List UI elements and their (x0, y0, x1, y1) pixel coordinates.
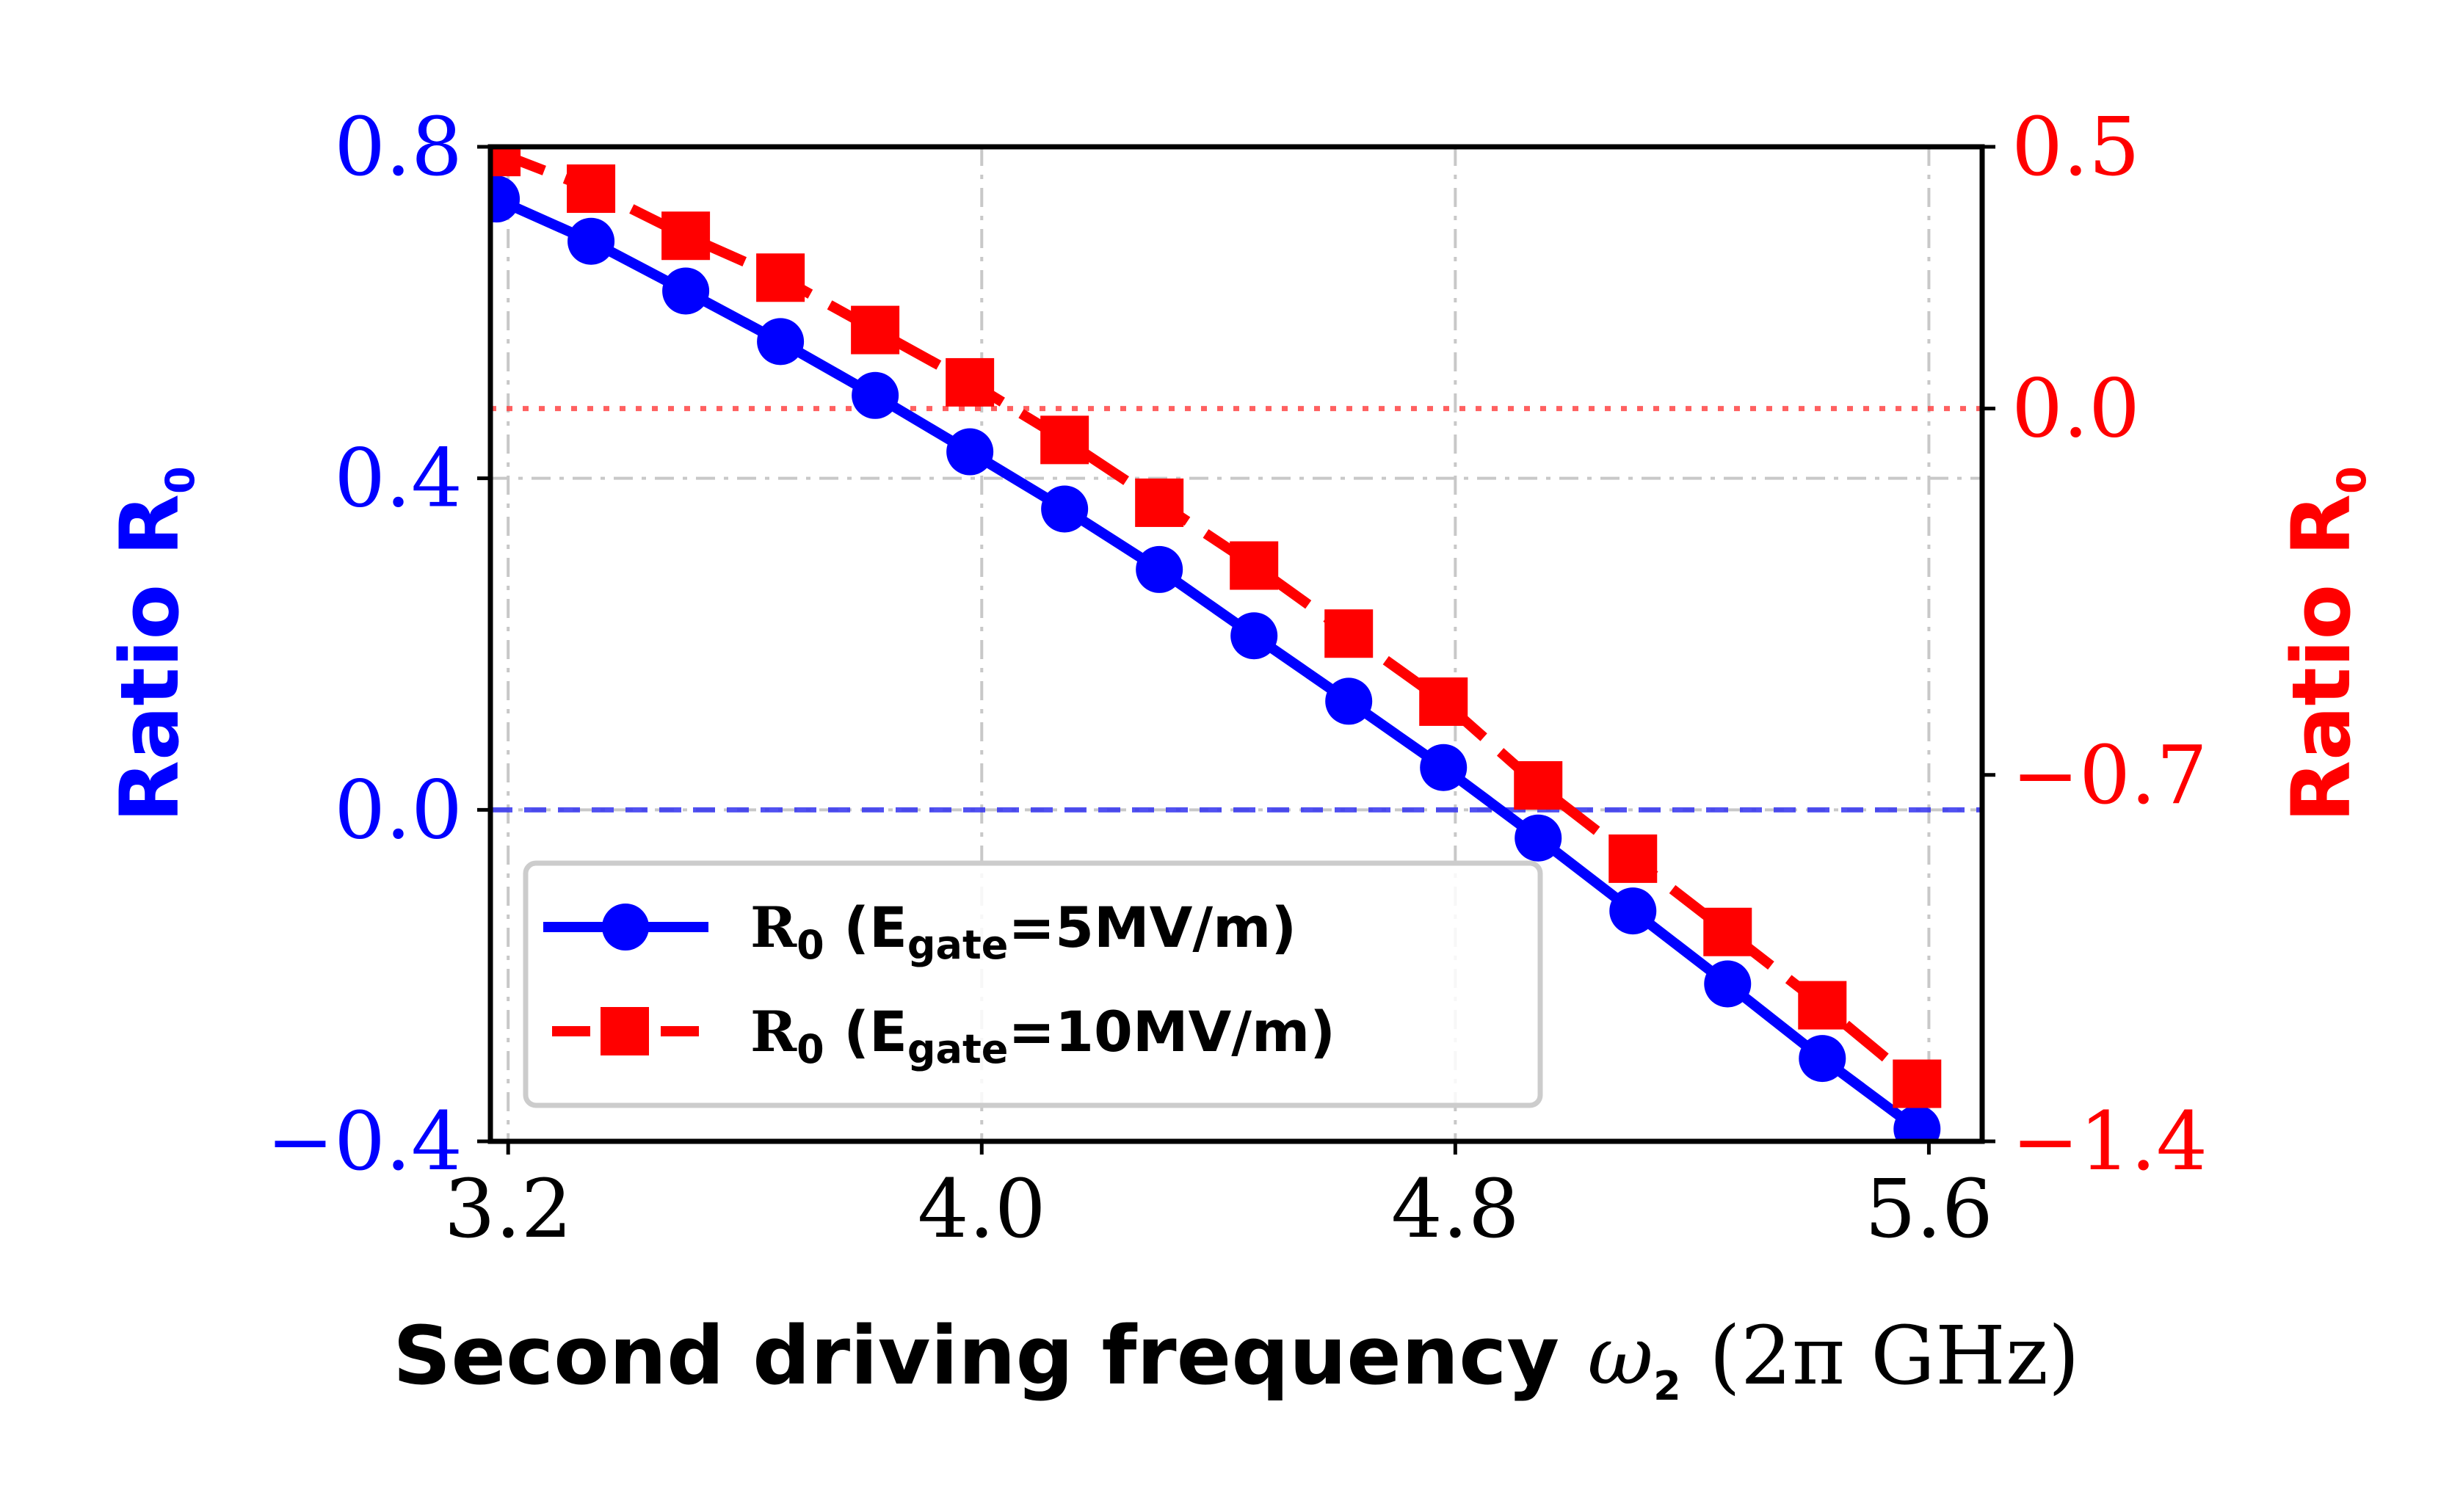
series-1-point-3 (757, 318, 805, 366)
series-1-point-15 (1893, 1105, 1941, 1141)
series-1-point-11 (1515, 814, 1562, 862)
series-1-point-0 (490, 175, 520, 223)
right-y-tick-label-3: 0.5 (2012, 100, 2140, 194)
series-2-line (494, 147, 1920, 1088)
series-2-point-10 (1419, 677, 1468, 726)
right-y-tick-label-0: −1.4 (2012, 1094, 2208, 1188)
reference-lines (490, 406, 1982, 813)
series-2-point-11 (1514, 761, 1563, 810)
legend: R0 (Egate=5MV/m) R0 (Egate=10MV/m) (523, 860, 1543, 1108)
left-y-tick-label-2: 0.4 (334, 432, 463, 526)
x-axis-label-subscript: 2 (1653, 1363, 1681, 1409)
x-axis-label-unit: (2π GHz) (1709, 1309, 2080, 1403)
series-layer (490, 147, 1942, 1141)
right-y-axis-label-text: Ratio R (2274, 494, 2368, 823)
legend-marker-series-1 (602, 904, 649, 951)
x-tick-label-0: 3.2 (444, 1162, 573, 1256)
legend-box (523, 860, 1543, 1108)
series-1-point-5 (946, 428, 994, 476)
series-1-point-10 (1420, 744, 1468, 791)
x-tick-label-2: 4.8 (1391, 1162, 1520, 1256)
axis-ticks: 3.2 4.0 4.8 5.6 −0.4 0.0 0.4 0.8 −1.4 −0.7 0.0 0.5 (266, 100, 2208, 1256)
left-y-tick-label-1: 0.0 (334, 763, 463, 857)
series-2-point-4 (851, 305, 900, 355)
left-y-axis-label-text: Ratio R (103, 494, 197, 823)
series-2-point-0 (490, 147, 521, 177)
series-2-point-2 (661, 211, 711, 261)
legend-item-series-2: R0 (Egate=10MV/m) (552, 999, 1335, 1072)
series-1-group (490, 175, 1941, 1141)
series-2-point-1 (567, 164, 616, 214)
x-tick-label-1: 4.0 (918, 1162, 1046, 1256)
right-y-axis-label: Ratio R0 (2274, 466, 2375, 822)
grid-lines (490, 147, 1982, 1141)
left-y-axis-label: Ratio R0 (103, 466, 203, 822)
x-axis-label: Second driving frequency ω2 (2π GHz) (393, 1309, 2080, 1409)
legend-label-series-2: R0 (Egate=10MV/m) (750, 999, 1335, 1072)
series-2-point-6 (1040, 415, 1089, 465)
series-2-group (490, 147, 1942, 1108)
series-2-point-9 (1324, 609, 1374, 658)
left-y-tick-label-3: 0.8 (334, 100, 463, 194)
series-1-point-13 (1704, 960, 1752, 1008)
series-1-point-1 (567, 217, 615, 265)
left-y-tick-label-0: −0.4 (266, 1094, 463, 1188)
series-1-point-6 (1041, 485, 1089, 533)
series-1-point-7 (1136, 545, 1183, 593)
series-2-point-7 (1135, 478, 1184, 527)
x-tick-label-3: 5.6 (1865, 1162, 1993, 1256)
series-2-point-3 (756, 253, 805, 302)
right-y-axis-label-subscript: 0 (2329, 466, 2375, 494)
series-2-point-8 (1230, 541, 1279, 590)
series-1-point-8 (1230, 612, 1278, 660)
series-2-point-12 (1608, 834, 1658, 883)
series-2-point-5 (946, 357, 995, 407)
series-1-point-12 (1609, 887, 1657, 935)
series-1-line (494, 194, 1920, 1133)
legend-label-series-1: R0 (Egate=5MV/m) (750, 895, 1296, 968)
series-1-point-14 (1799, 1035, 1846, 1083)
legend-item-series-1: R0 (Egate=5MV/m) (543, 895, 1296, 968)
x-axis-label-symbol: ω (1587, 1309, 1653, 1403)
right-y-tick-label-1: −0.7 (2012, 728, 2208, 822)
series-1-point-9 (1325, 677, 1373, 725)
series-2-point-15 (1893, 1059, 1942, 1108)
series-2-point-13 (1703, 907, 1752, 956)
left-y-axis-label-subscript: 0 (157, 466, 203, 494)
series-1-point-4 (852, 371, 899, 419)
right-y-tick-label-2: 0.0 (2012, 362, 2140, 456)
series-2-point-14 (1798, 981, 1847, 1030)
x-axis-label-text: Second driving frequency (393, 1309, 1559, 1403)
plot-frame (487, 144, 1985, 1144)
legend-marker-series-2 (601, 1007, 649, 1055)
series-1-point-2 (662, 267, 710, 315)
